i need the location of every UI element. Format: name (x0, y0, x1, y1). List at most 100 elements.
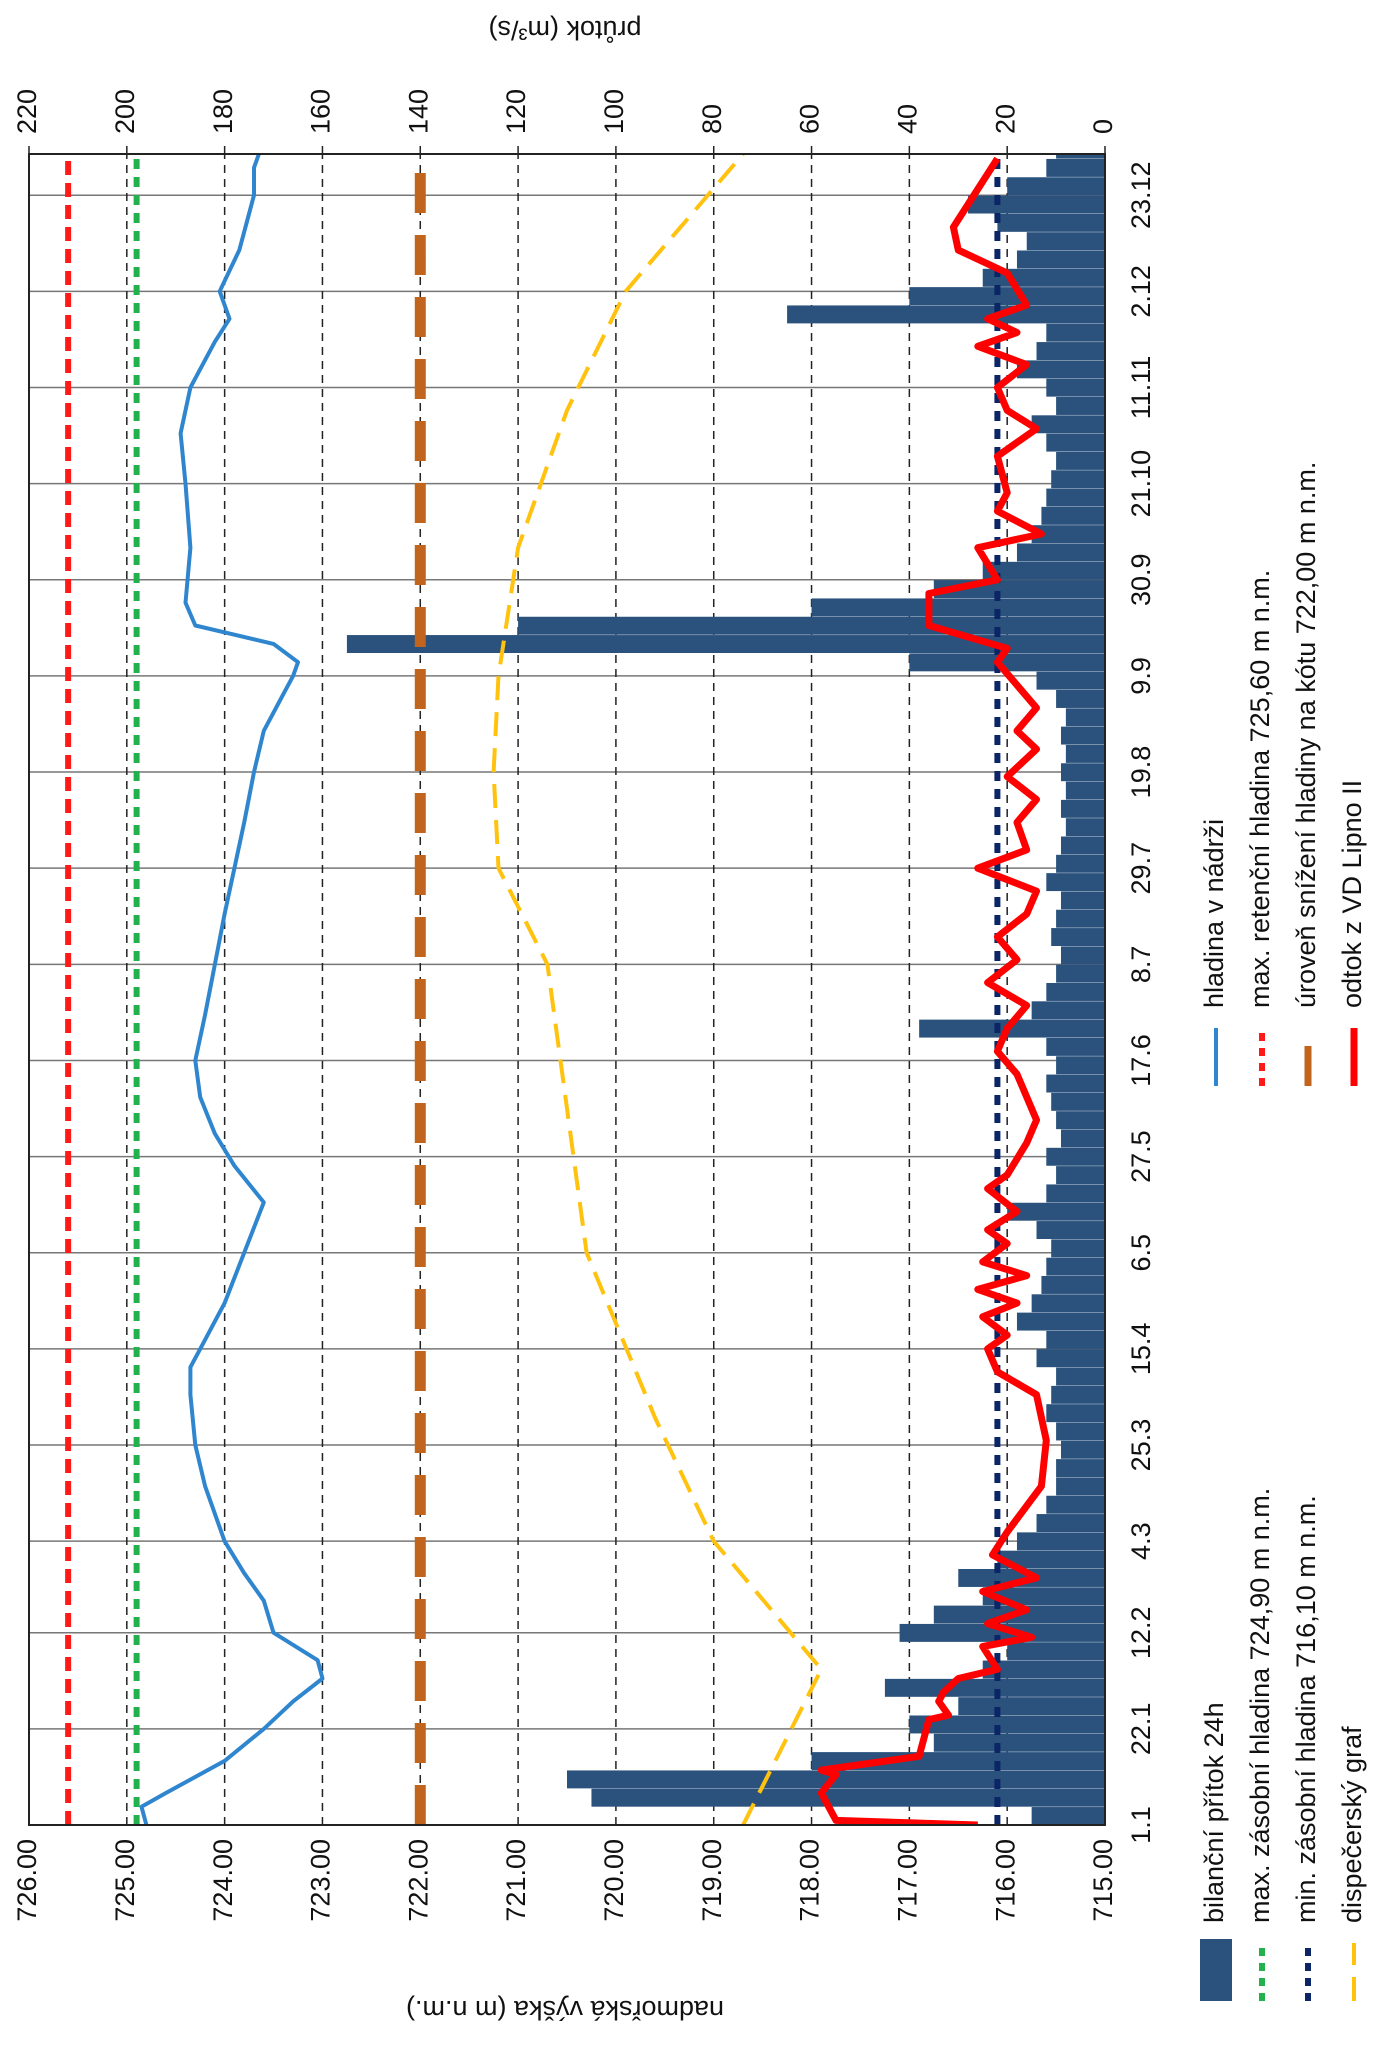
bar (909, 653, 1105, 672)
rotated-chart: nadmořská výška (m n.m.) průtok (m³/s) 1… (12, 15, 1367, 2025)
legend-label: min. zásobní hladina 716,10 m n.m. (1291, 1495, 1321, 1923)
bar (1056, 154, 1105, 159)
bar (1036, 1349, 1105, 1368)
legend-label: max. zásobní hladina 724,90 m n.m. (1245, 1488, 1275, 1923)
bar (1031, 415, 1105, 434)
bar (1007, 1642, 1105, 1661)
legend-label: odtok z VD Lipno II (1337, 780, 1367, 1008)
y2-tick-label: 200 (110, 89, 140, 134)
y2-tick-label: 220 (12, 89, 42, 134)
x-tick-label: 1.1 (1126, 1806, 1156, 1844)
plot-area (65, 154, 1105, 1825)
bar (1056, 854, 1105, 873)
bar (1051, 1092, 1105, 1111)
bar (1036, 1514, 1105, 1533)
bar (1056, 690, 1105, 708)
bar (1041, 1275, 1105, 1294)
y2-axis-title: průtok (m³/s) (488, 15, 641, 45)
bar (919, 1019, 1105, 1038)
bar (1031, 525, 1105, 544)
x-tick-label: 27.5 (1126, 1130, 1156, 1183)
x-tick-label: 4.3 (1126, 1522, 1156, 1560)
bar (1046, 323, 1105, 342)
legend-label: úroveň snížení hladiny na kótu 722,00 m … (1291, 462, 1321, 1008)
x-tick-label: 25.3 (1126, 1419, 1156, 1472)
bar (1046, 873, 1105, 892)
bar (1036, 342, 1105, 361)
bar (787, 305, 1105, 324)
legend-label: bilanční přítok 24h (1199, 1702, 1229, 1923)
y-tick-label: 716.00 (990, 1839, 1020, 1922)
bar (1060, 726, 1105, 745)
bar (1065, 818, 1105, 837)
bar (1051, 470, 1105, 489)
bar (982, 1660, 1105, 1679)
bar (1016, 1532, 1105, 1551)
bar (909, 1715, 1105, 1734)
y2-tick-label: 20 (990, 104, 1020, 134)
bar (1036, 671, 1105, 690)
x-tick-label: 6.5 (1126, 1234, 1156, 1272)
bar (1065, 708, 1105, 727)
bar (1060, 1440, 1105, 1459)
bar (346, 635, 1105, 654)
y2-tick-label: 0 (1088, 119, 1118, 134)
bar (1060, 763, 1105, 782)
bar (1046, 488, 1105, 507)
x-tick-label: 22.1 (1126, 1703, 1156, 1756)
legend-label: dispečerský graf (1337, 1726, 1367, 1923)
x-tick-label: 15.4 (1126, 1323, 1156, 1376)
bar (1065, 744, 1105, 763)
x-tick-label: 9.9 (1126, 657, 1156, 695)
x-tick-label: 11.11 (1126, 356, 1156, 420)
bar (1016, 543, 1105, 562)
bar (1060, 1129, 1105, 1148)
bar (1026, 232, 1105, 251)
bar (1060, 946, 1105, 965)
bar (1031, 1294, 1105, 1313)
bar (1046, 158, 1105, 177)
y-tick-label: 717.00 (892, 1839, 922, 1922)
bar (1056, 451, 1105, 470)
x-tick-label: 19.8 (1126, 746, 1156, 799)
bar (1046, 378, 1105, 397)
bar (1056, 1367, 1105, 1386)
bar (1051, 1385, 1105, 1404)
bar (1031, 1807, 1105, 1825)
x-tick-label: 23.12 (1126, 161, 1156, 229)
bar (1051, 928, 1105, 947)
bar (1046, 1037, 1105, 1056)
plot-frame (28, 153, 1106, 1826)
bar (1016, 1312, 1105, 1331)
x-tick-label: 21.10 (1126, 450, 1156, 518)
bar (909, 287, 1105, 306)
y-tick-label: 720.00 (599, 1839, 629, 1922)
bar (1056, 1056, 1105, 1075)
bar (1051, 1239, 1105, 1258)
bar (968, 195, 1105, 214)
line-6 (491, 154, 824, 1825)
bar (899, 1623, 1105, 1642)
bar (811, 1752, 1105, 1771)
bar (1046, 1404, 1105, 1423)
bar (1060, 836, 1105, 855)
line-7 (817, 156, 1050, 1825)
y-tick-label: 723.00 (306, 1839, 336, 1922)
bar (1060, 891, 1105, 910)
bar (1046, 1074, 1105, 1093)
bar (1046, 1184, 1105, 1203)
y-tick-label: 725.00 (110, 1839, 140, 1922)
y-tick-label: 715.00 (1088, 1839, 1118, 1922)
bar (997, 1550, 1105, 1569)
bar (982, 561, 1105, 580)
bar (1031, 1001, 1105, 1020)
legend-label: hladina v nádrži (1199, 819, 1229, 1008)
bar (811, 598, 1105, 617)
y2-tick-label: 40 (892, 104, 922, 134)
legend-swatch (1200, 1939, 1232, 2001)
y2-tick-label: 180 (208, 89, 238, 134)
bar (1046, 1495, 1105, 1514)
bar (1046, 982, 1105, 1001)
y2-tick-label: 120 (501, 89, 531, 134)
bar (1046, 1257, 1105, 1276)
